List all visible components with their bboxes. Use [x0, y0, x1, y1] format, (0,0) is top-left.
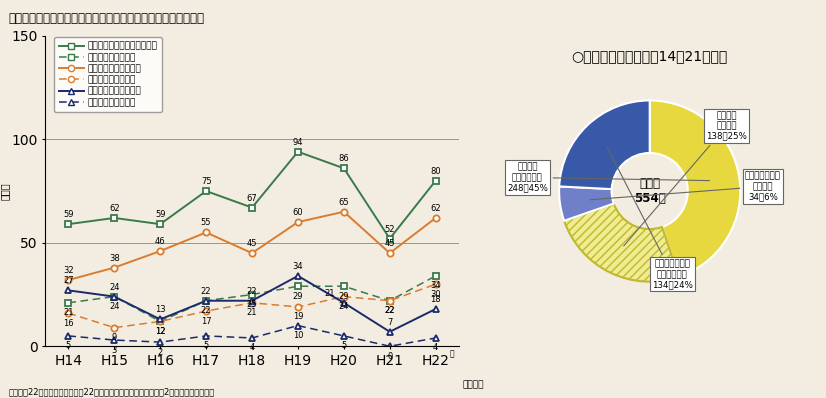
Text: 46: 46: [155, 237, 165, 246]
Text: ホーム上
（酔客）
138件25%: ホーム上 （酔客） 138件25%: [624, 111, 748, 246]
Text: 62: 62: [109, 204, 120, 213]
Text: 17: 17: [201, 316, 211, 326]
Text: 62: 62: [430, 204, 441, 213]
Text: 59: 59: [63, 210, 74, 219]
Text: 16: 16: [63, 319, 74, 328]
Wedge shape: [564, 203, 679, 282]
Text: ホーム上
（酔客以外）
248件45%: ホーム上 （酔客以外） 248件45%: [507, 162, 710, 192]
Text: 3: 3: [112, 345, 117, 355]
Text: ホームから転落
（酔客以外）
134件24%: ホームから転落 （酔客以外） 134件24%: [607, 148, 693, 289]
Title: ○１都３県以外（平成14～21年度）: ○１都３県以外（平成14～21年度）: [572, 49, 728, 63]
Text: 4: 4: [249, 343, 254, 353]
Text: 94: 94: [292, 138, 303, 147]
Text: 60: 60: [292, 208, 303, 217]
Text: 75: 75: [201, 177, 211, 186]
Wedge shape: [650, 100, 740, 277]
Text: 4: 4: [433, 343, 439, 353]
Text: 5: 5: [341, 341, 346, 350]
Legend: ホームでの人身障害事故件数, 〃　　（うち酔客）, うち　ホーム上で接触, 〃　　（うち酔客）, うち　ホームから転落, 〃　　（うち酔客）: ホームでの人身障害事故件数, 〃 （うち酔客）, うち ホーム上で接触, 〃 （…: [54, 37, 162, 111]
Text: 21: 21: [63, 308, 74, 317]
Text: 9: 9: [112, 333, 117, 342]
Text: 21: 21: [325, 289, 335, 298]
Text: 18: 18: [430, 295, 441, 304]
Text: 22: 22: [201, 306, 211, 315]
Text: 22: 22: [201, 287, 211, 296]
Text: 27: 27: [63, 277, 74, 285]
Text: 0: 0: [387, 352, 392, 361]
Text: 2: 2: [158, 347, 163, 357]
Text: 22: 22: [384, 306, 395, 315]
Text: 7: 7: [387, 318, 392, 327]
Text: ２－２．ホームでの人身障害事故件数の推移（１都３県以外）: ２－２．ホームでの人身障害事故件数の推移（１都３県以外）: [8, 12, 204, 25]
Text: 67: 67: [247, 194, 258, 203]
Text: 30: 30: [430, 290, 441, 298]
Text: 24: 24: [339, 302, 349, 311]
Text: 総件数
554件: 総件数 554件: [634, 177, 666, 205]
Text: 59: 59: [155, 210, 165, 219]
Text: 12: 12: [155, 327, 165, 336]
Text: 10: 10: [292, 331, 303, 340]
Text: 34: 34: [292, 262, 303, 271]
Text: 22: 22: [384, 306, 395, 315]
Text: 24: 24: [109, 283, 120, 292]
Text: 29: 29: [339, 292, 349, 301]
Text: 注: 注: [449, 349, 454, 358]
Text: 86: 86: [339, 154, 349, 163]
Text: 5: 5: [203, 341, 209, 350]
Y-axis label: （件）: （件）: [0, 182, 10, 200]
Text: 38: 38: [109, 254, 120, 263]
Text: （年度）: （年度）: [463, 380, 484, 389]
Text: 19: 19: [292, 312, 303, 322]
Wedge shape: [559, 186, 614, 221]
Text: 12: 12: [155, 327, 165, 336]
Text: 32: 32: [63, 266, 74, 275]
Text: 65: 65: [339, 198, 349, 207]
Text: 52: 52: [384, 225, 395, 234]
Text: 29: 29: [292, 292, 303, 301]
Text: 34: 34: [430, 281, 441, 291]
Text: 80: 80: [430, 167, 441, 176]
Text: 21: 21: [247, 308, 257, 317]
Text: 13: 13: [155, 305, 165, 314]
Text: 45: 45: [384, 239, 395, 248]
Text: 25: 25: [247, 300, 257, 309]
Text: 22: 22: [247, 287, 257, 296]
Wedge shape: [559, 100, 650, 189]
Text: 5: 5: [66, 341, 71, 350]
Text: 24: 24: [109, 302, 120, 311]
Text: 注）平成22年度の件数は、平成22年度上半期の件数（速報値）を2倍したものである。: 注）平成22年度の件数は、平成22年度上半期の件数（速報値）を2倍したものである…: [8, 387, 215, 396]
Text: ホームから転落
（酔客）
34件6%: ホームから転落 （酔客） 34件6%: [590, 172, 781, 201]
Text: 55: 55: [201, 219, 211, 228]
Text: 45: 45: [247, 239, 257, 248]
